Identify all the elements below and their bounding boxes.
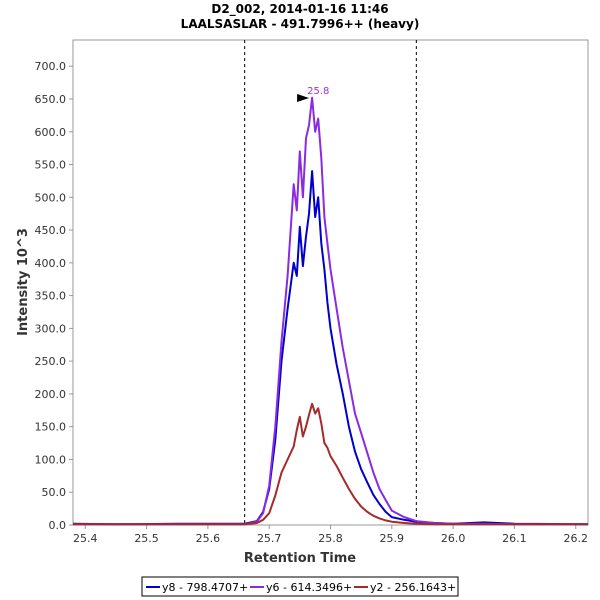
x-axis-label: Retention Time [244, 551, 356, 566]
y-tick-label: 600.0 [35, 126, 67, 139]
y-tick-label: 650.0 [35, 93, 67, 106]
y-tick-label: 400.0 [35, 257, 67, 270]
series-line-y2 [73, 402, 588, 526]
y-tick-label: 500.0 [35, 191, 67, 204]
y-tick-label: 350.0 [35, 290, 67, 303]
peak-boundaries [244, 40, 417, 525]
y-axis-ticks: 0.0 50.0 100.0 150.0 200.0 250.0 300.0 350.0 400… [35, 60, 73, 532]
peak-annotation: 25.8 [297, 86, 329, 102]
x-tick-label: 25.4 [73, 532, 98, 545]
x-tick-label: 26.1 [502, 532, 527, 545]
peak-arrow-icon [297, 93, 310, 102]
y-tick-label: 0.0 [49, 519, 67, 532]
plot-area [72, 39, 589, 526]
legend-label-y8: y8 - 798.4707+ [162, 581, 248, 594]
legend: y8 - 798.4707+ y6 - 614.3496+ y2 - 256.1… [141, 576, 459, 597]
y-tick-label: 100.0 [35, 453, 67, 466]
y-tick-label: 450.0 [35, 224, 67, 237]
y-tick-label: 250.0 [35, 355, 67, 368]
y-tick-label: 200.0 [35, 388, 67, 401]
legend-label-y6: y6 - 614.3496+ [266, 581, 352, 594]
x-tick-label: 25.9 [380, 532, 405, 545]
series-lines [72, 96, 589, 526]
chart-title: D2_002, 2014-01-16 11:46 [211, 2, 388, 17]
x-tick-label: 25.5 [134, 532, 159, 545]
series-line-y6 [73, 96, 588, 526]
peak-label: 25.8 [307, 86, 329, 97]
y-tick-label: 300.0 [35, 322, 67, 335]
x-tick-label: 25.8 [318, 532, 343, 545]
x-tick-label: 25.6 [196, 532, 221, 545]
y-tick-label: 50.0 [42, 486, 67, 499]
x-tick-label: 25.7 [257, 532, 282, 545]
x-tick-label: 26.2 [563, 532, 588, 545]
x-axis-ticks: 25.4 25.5 25.6 25.7 25.8 25.9 26.0 26.1 26.2 [73, 525, 588, 545]
legend-box [141, 576, 459, 597]
y-tick-label: 700.0 [35, 60, 67, 73]
legend-label-y2: y2 - 256.1643+ [370, 581, 456, 594]
chart-subtitle: LAALSASLAR - 491.7996++ (heavy) [181, 17, 420, 31]
y-axis-label: Intensity 10^3 [16, 228, 31, 336]
x-tick-label: 26.0 [441, 532, 466, 545]
y-tick-label: 150.0 [35, 421, 67, 434]
y-tick-label: 550.0 [35, 159, 67, 172]
